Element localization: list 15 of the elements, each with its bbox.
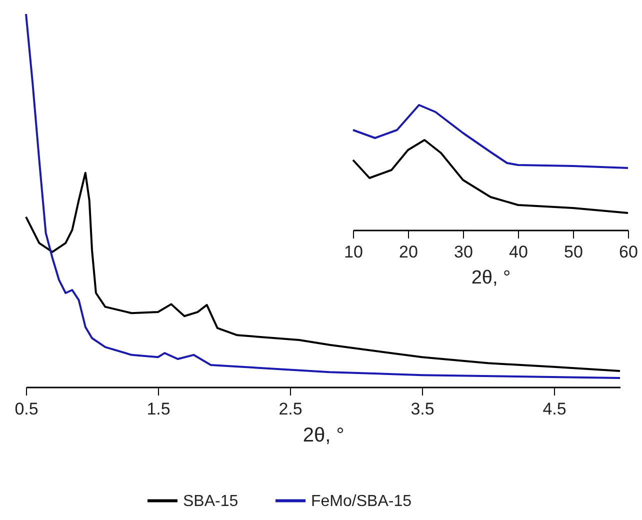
x-tick-label: 2.5: [278, 400, 302, 418]
x-axis-title: 2θ, °: [471, 268, 511, 288]
x-tick-label: 30: [454, 242, 473, 262]
x-tick-label: 20: [399, 242, 418, 262]
x-tick-label: 10: [344, 242, 363, 262]
x-axis-title: 2θ, °: [302, 424, 344, 446]
legend-label: SBA-15: [183, 492, 238, 510]
x-tick-label: 40: [509, 242, 528, 262]
x-tick-label: 0.5: [14, 400, 38, 418]
x-tick-label: 60: [619, 242, 638, 262]
x-tick-label: 4.5: [542, 400, 566, 418]
x-tick-label: 1.5: [146, 400, 170, 418]
x-tick-label: 3.5: [410, 400, 434, 418]
x-tick-label: 50: [564, 242, 583, 262]
legend-label: FeMo/SBA-15: [311, 492, 412, 510]
